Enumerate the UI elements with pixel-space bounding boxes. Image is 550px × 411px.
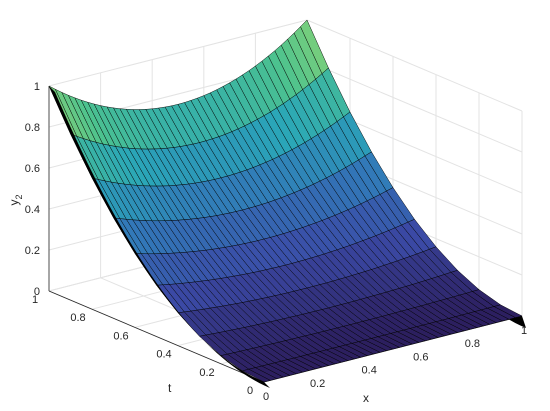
z-tick-label: 0.8 xyxy=(25,122,40,134)
x-tick-label: 0 xyxy=(263,391,269,403)
x-tick-label: 0.8 xyxy=(465,338,480,350)
z-tick-label: 0.6 xyxy=(25,163,40,175)
z-axis-label-sub: 2 xyxy=(14,194,24,199)
surface-plot xyxy=(48,19,526,388)
x-axis-label: x xyxy=(363,391,369,405)
grid-line xyxy=(48,19,308,87)
t-tick-label: 0.2 xyxy=(199,367,214,379)
svg-text:y2: y2 xyxy=(7,194,24,205)
surface-patch xyxy=(493,304,523,318)
x-tick-label: 0.4 xyxy=(362,365,377,377)
x-tick-label: 0.2 xyxy=(310,378,325,390)
t-tick-label: 0.4 xyxy=(156,349,171,361)
t-tick-label: 0.8 xyxy=(70,312,85,324)
grid-line xyxy=(306,19,523,112)
z-axis-label-main: y xyxy=(7,200,21,206)
z-axis-label: y2 xyxy=(7,194,24,205)
tick-labels: 00.20.40.60.8100.20.40.60.8100.20.40.60.… xyxy=(25,81,527,403)
z-tick-label: 1 xyxy=(34,81,40,93)
grid-line xyxy=(306,60,523,153)
z-tick-label: 0.2 xyxy=(25,245,40,257)
t-tick-label: 0.6 xyxy=(113,330,128,342)
z-tick-label: 0 xyxy=(34,286,40,298)
t-tick-label: 1 xyxy=(32,294,38,306)
t-axis-line xyxy=(48,290,265,383)
x-tick-label: 1 xyxy=(521,325,527,337)
t-axis-label: t xyxy=(168,381,172,395)
z-tick-label: 0.4 xyxy=(25,204,40,216)
x-tick-label: 0.6 xyxy=(413,351,428,363)
t-tick-label: 0 xyxy=(247,385,253,397)
